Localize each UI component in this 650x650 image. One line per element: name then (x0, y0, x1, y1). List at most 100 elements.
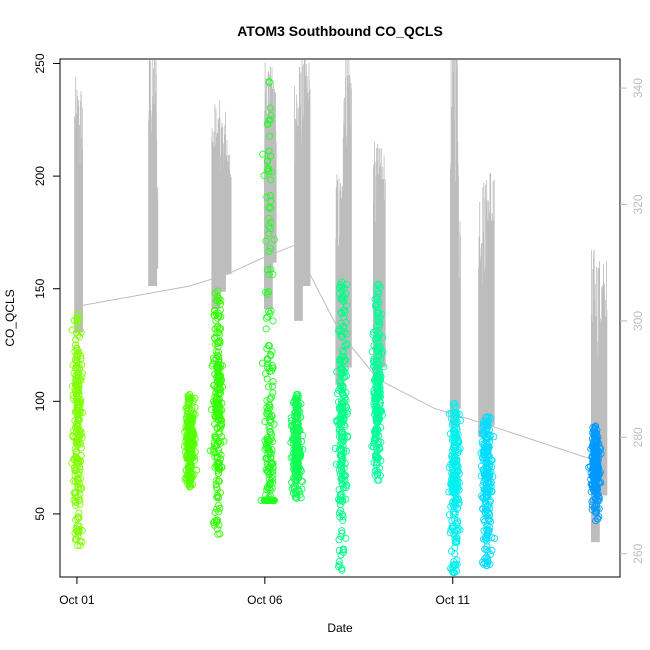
data-point (264, 120, 272, 129)
data-point (263, 193, 271, 201)
data-point (72, 421, 80, 429)
data-point (452, 460, 460, 468)
data-point (292, 429, 300, 437)
data-point (184, 392, 192, 400)
data-point (187, 435, 195, 443)
data-point (338, 387, 346, 395)
data-point (266, 192, 274, 200)
data-point (481, 444, 489, 452)
data-point (457, 417, 465, 425)
data-point (269, 364, 277, 372)
data-point (480, 427, 488, 435)
data-point (269, 270, 277, 278)
data-point (186, 438, 194, 446)
data-point (288, 478, 296, 487)
data-point (484, 477, 492, 485)
data-point (373, 382, 381, 390)
data-point (445, 488, 453, 496)
data-point (211, 508, 219, 516)
data-point (216, 504, 224, 512)
data-point (373, 333, 381, 341)
data-point (451, 435, 459, 443)
data-point (214, 292, 222, 300)
data-point (593, 473, 602, 481)
data-point (72, 377, 80, 385)
data-point (187, 450, 195, 458)
data-point (485, 456, 493, 464)
data-point (486, 431, 494, 439)
data-point (269, 468, 277, 476)
data-point (263, 290, 272, 298)
data-point (214, 416, 222, 424)
data-point (76, 465, 84, 473)
data-point (216, 412, 224, 420)
data-point (185, 439, 193, 447)
data-point (340, 349, 348, 357)
data-point (268, 382, 277, 390)
y-axis-label: CO_QCLS (3, 289, 17, 346)
x-tick-label: Oct 06 (247, 593, 283, 607)
data-point (592, 450, 600, 459)
data-point (335, 386, 343, 394)
data-point (294, 400, 302, 408)
y-right-tick-label: 280 (631, 427, 645, 447)
data-point (479, 505, 487, 513)
data-point (338, 453, 346, 462)
trace-spike (376, 148, 386, 368)
data-point (267, 418, 275, 427)
y-right-tick-label: 300 (631, 311, 645, 331)
data-point (291, 415, 299, 423)
trace-spike (598, 261, 608, 496)
data-point (379, 348, 387, 356)
data-point (587, 445, 595, 453)
data-point (211, 370, 219, 378)
data-point (291, 482, 300, 490)
data-point (266, 395, 274, 403)
data-point (484, 421, 492, 430)
data-point (297, 494, 305, 502)
data-point (373, 344, 381, 352)
data-point (478, 438, 486, 446)
data-point (210, 333, 219, 342)
data-point (376, 376, 385, 384)
data-point (268, 361, 276, 369)
data-point (335, 546, 343, 555)
data-point (75, 509, 83, 517)
data-point (294, 436, 302, 444)
y-axis-left: 50 100 150 200 250 (33, 53, 61, 521)
data-point (375, 464, 384, 472)
data-point (210, 312, 218, 320)
data-point (453, 418, 461, 426)
data-point (75, 514, 83, 522)
data-point (70, 477, 78, 485)
data-point (339, 497, 347, 505)
data-point (290, 455, 298, 463)
data-point (76, 352, 85, 360)
data-point (265, 307, 273, 315)
data-point (76, 500, 84, 508)
data-point (184, 406, 192, 415)
data-point (298, 437, 306, 446)
scatter-points (68, 77, 605, 577)
data-point (483, 458, 491, 466)
data-point (293, 494, 301, 502)
data-point (452, 561, 460, 569)
data-point (293, 490, 301, 498)
data-point (374, 358, 382, 366)
data-point (265, 496, 273, 504)
data-point (185, 430, 193, 438)
data-point (486, 469, 494, 478)
data-point (445, 464, 453, 472)
data-point (269, 317, 277, 325)
trace-spike (74, 76, 83, 333)
data-point (450, 454, 458, 462)
data-point (454, 519, 462, 527)
data-point (374, 280, 382, 288)
data-point (376, 389, 384, 397)
data-point (265, 116, 273, 124)
data-point (452, 534, 460, 542)
data-point (214, 469, 222, 478)
data-point (336, 356, 344, 365)
data-point (292, 449, 300, 457)
data-point (75, 403, 83, 411)
